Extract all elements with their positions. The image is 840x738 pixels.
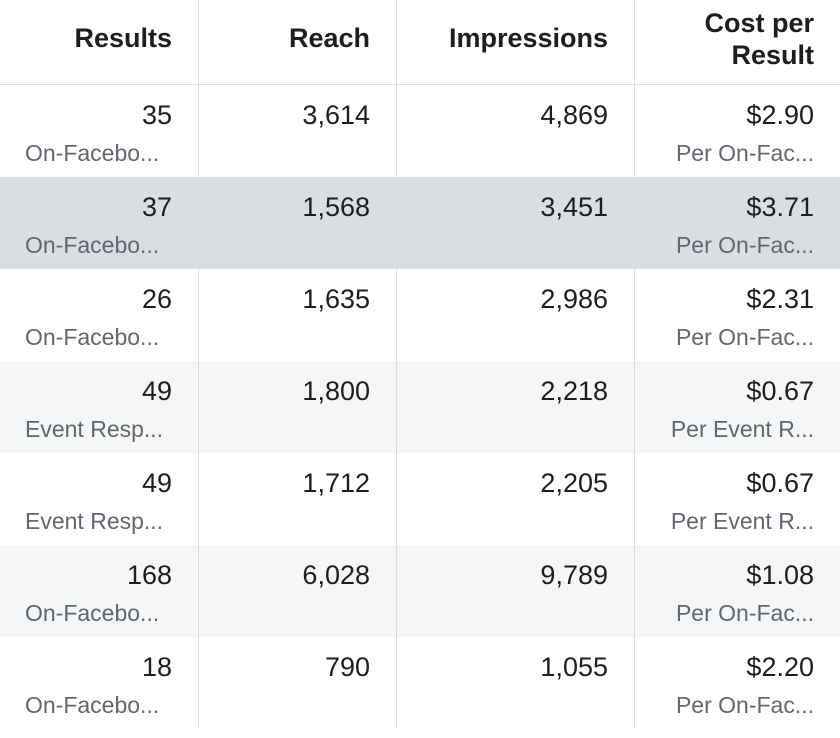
impressions-value: 3,451 — [540, 192, 608, 222]
table-row[interactable]: 168 On-Facebo... 6,028 9,789 $1.08 Per On-… — [0, 545, 840, 637]
cost-value: $2.31 — [746, 284, 814, 314]
results-type: On-Facebo... — [25, 600, 160, 626]
results-type: On-Facebo... — [25, 140, 160, 166]
impressions-value: 2,205 — [540, 468, 608, 498]
reach-value: 6,028 — [302, 560, 370, 590]
column-header-reach[interactable]: Reach — [199, 0, 397, 84]
results-value: 49 — [141, 376, 172, 406]
cost-value: $1.08 — [746, 560, 814, 590]
impressions-value: 2,218 — [540, 376, 608, 406]
cost-type: Per On-Fac... — [675, 232, 814, 258]
results-type: On-Facebo... — [25, 324, 160, 350]
cost-type: Per On-Fac... — [675, 692, 814, 718]
results-value: 49 — [141, 468, 172, 498]
column-header-cost-per-result[interactable]: Cost per Result — [635, 0, 840, 84]
results-value: 26 — [141, 284, 172, 314]
reach-value: 790 — [324, 652, 370, 682]
cost-type: Per On-Fac... — [675, 324, 814, 350]
reach-value: 1,712 — [302, 468, 370, 498]
column-header-cost-line2: Result — [731, 40, 814, 70]
cost-type: Per On-Fac... — [675, 600, 814, 626]
results-value: 37 — [141, 192, 172, 222]
table-row[interactable]: 37 On-Facebo... 1,568 3,451 $3.71 Per On-F… — [0, 177, 840, 269]
impressions-value: 4,869 — [540, 100, 608, 130]
table-row[interactable]: 49 Event Resp... 1,800 2,218 $0.67 Per Eve… — [0, 361, 840, 453]
cost-value: $3.71 — [746, 192, 814, 222]
reach-value: 3,614 — [302, 100, 370, 130]
cost-value: $2.20 — [746, 652, 814, 682]
impressions-value: 1,055 — [540, 652, 608, 682]
results-value: 168 — [126, 560, 172, 590]
column-header-impressions-label: Impressions — [448, 23, 608, 53]
impressions-value: 2,986 — [540, 284, 608, 314]
column-header-reach-label: Reach — [288, 23, 370, 53]
results-value: 18 — [141, 652, 172, 682]
cost-type: Per Event R... — [670, 416, 814, 442]
table-row[interactable]: 26 On-Facebo... 1,635 2,986 $2.31 Per On-F… — [0, 269, 840, 361]
column-header-results[interactable]: Results — [0, 0, 199, 84]
cost-value: $2.90 — [746, 100, 814, 130]
cost-value: $0.67 — [746, 468, 814, 498]
results-type: Event Resp... — [25, 508, 164, 534]
reach-value: 1,635 — [302, 284, 370, 314]
reach-value: 1,800 — [302, 376, 370, 406]
column-header-impressions[interactable]: Impressions — [397, 0, 635, 84]
table-row[interactable]: 18 On-Facebo... 790 1,055 $2.20 Per On-Fac… — [0, 637, 840, 729]
column-header-cost-line1: Cost per — [704, 8, 814, 38]
reach-value: 1,568 — [302, 192, 370, 222]
cost-value: $0.67 — [746, 376, 814, 406]
cost-type: Per Event R... — [670, 508, 814, 534]
table-row[interactable]: 35 On-Facebo... 3,614 4,869 $2.90 Per On-F… — [0, 85, 840, 177]
results-type: On-Facebo... — [25, 692, 160, 718]
impressions-value: 9,789 — [540, 560, 608, 590]
cost-type: Per On-Fac... — [675, 140, 814, 166]
table-header: Results Reach Impressions Cost per Resul… — [0, 0, 840, 85]
table-row[interactable]: 49 Event Resp... 1,712 2,205 $0.67 Per Eve… — [0, 453, 840, 545]
results-type: Event Resp... — [25, 416, 164, 442]
results-value: 35 — [141, 100, 172, 130]
column-header-results-label: Results — [74, 23, 172, 53]
results-type: On-Facebo... — [25, 232, 160, 258]
